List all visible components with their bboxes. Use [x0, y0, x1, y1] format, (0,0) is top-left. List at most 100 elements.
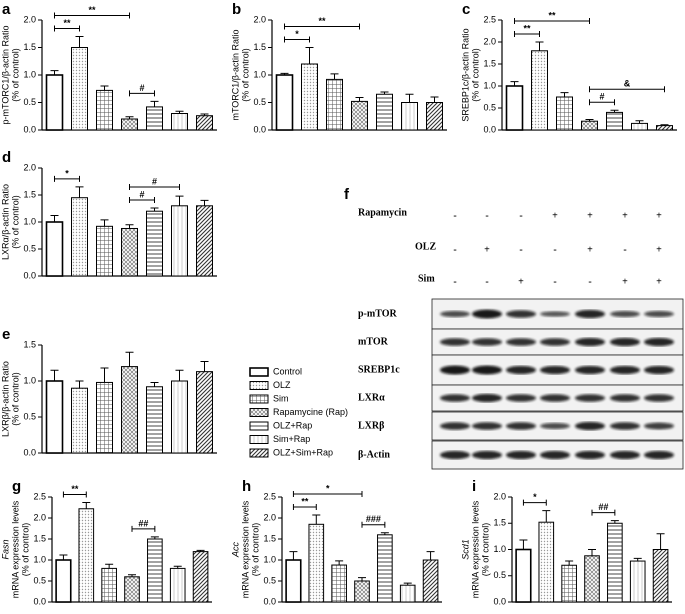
treatment-sign: +	[552, 210, 558, 221]
y-tick-label: 1.5	[23, 189, 36, 199]
bar	[71, 197, 88, 277]
significance-bracket	[54, 25, 80, 32]
bar	[308, 523, 325, 603]
blot-band	[472, 365, 502, 375]
panel-label: a	[2, 1, 11, 18]
significance-bracket	[131, 525, 156, 532]
y-tick-label: 1.5	[33, 533, 46, 543]
y-tick-label: 2.0	[253, 14, 266, 24]
bar	[96, 381, 113, 454]
significance-label: **	[88, 5, 96, 15]
bar	[629, 560, 646, 603]
y-axis-label: (% of control)	[470, 48, 480, 102]
panel-label: d	[2, 149, 11, 166]
error-bar	[50, 369, 59, 381]
panel-label: b	[232, 1, 241, 18]
error-bar	[565, 560, 574, 566]
treatment-sign: -	[453, 244, 456, 255]
significance-bracket	[591, 509, 616, 516]
bar	[301, 63, 318, 131]
y-tick-label: 0.0	[23, 447, 36, 457]
error-bar	[633, 557, 642, 562]
treatment-sign: -	[553, 276, 556, 287]
error-bar	[150, 381, 159, 387]
significance-bracket	[292, 504, 317, 511]
y-tick-label: 0.5	[263, 575, 276, 585]
bar	[121, 227, 138, 277]
error-bar	[175, 195, 184, 206]
legend-label: Sim	[273, 393, 289, 403]
significance-bracket	[129, 183, 180, 190]
error-bar	[312, 514, 321, 525]
significance-bracket	[589, 99, 615, 106]
blot-band	[540, 365, 570, 375]
error-bar	[403, 582, 412, 586]
y-tick-label: 2.0	[23, 162, 36, 172]
error-bar	[519, 539, 528, 550]
protein-label: LXRα	[358, 392, 385, 403]
bar	[351, 100, 368, 131]
significance-bracket	[284, 36, 310, 43]
bar	[538, 521, 555, 603]
significance-bracket	[54, 175, 80, 182]
y-axis-label: SREBP1c/β-actin Ratio	[460, 28, 470, 121]
panel-label: h	[242, 478, 251, 495]
y-axis-label: (% of control)	[10, 372, 20, 426]
error-bar	[289, 551, 298, 560]
y-axis-label: LXRα/β-actin Ratio	[0, 184, 10, 260]
y-axis-label: mTORC1/β-actin Ratio	[230, 29, 240, 120]
y-tick-label: 1.0	[253, 69, 266, 79]
bar	[101, 567, 117, 603]
bar	[401, 102, 418, 131]
bar	[147, 538, 163, 603]
error-bar	[330, 73, 339, 80]
y-axis-label: p-mTORC1/β-actin Ratio	[0, 25, 10, 124]
treatment-sign: +	[656, 276, 662, 287]
significance-bracket	[292, 491, 363, 498]
error-bar	[610, 109, 619, 113]
y-axis-label: LXRβ/β-actin Ratio	[0, 361, 10, 437]
y-tick-label: 0.0	[493, 596, 506, 606]
y-tick-label: 0.5	[33, 575, 46, 585]
blot-band	[540, 450, 570, 460]
bar	[326, 78, 343, 131]
error-bar	[200, 199, 209, 206]
error-bar	[535, 41, 544, 51]
bar	[606, 111, 623, 131]
error-bar	[50, 215, 59, 222]
protein-label: LXRβ	[358, 420, 384, 431]
bar	[515, 548, 532, 603]
panel-label: g	[12, 478, 21, 495]
blot-band	[472, 422, 502, 430]
blot-band	[440, 338, 470, 346]
error-bar	[610, 520, 619, 524]
treatment-sign: -	[623, 244, 626, 255]
bar	[531, 50, 548, 131]
treatment-label: Sim	[418, 273, 435, 284]
bar	[71, 387, 88, 454]
y-tick-label: 2.0	[23, 14, 36, 24]
y-axis-label: mRNA expression levels	[240, 500, 250, 598]
treatment-sign: +	[656, 244, 662, 255]
blot-band	[575, 421, 605, 431]
y-tick-label: 2.0	[493, 491, 506, 501]
treatment-sign: +	[622, 276, 628, 287]
y-tick-label: 0.0	[33, 596, 46, 606]
error-bar	[635, 120, 644, 124]
treatment-sign: -	[485, 210, 488, 221]
treatment-sign: +	[656, 210, 662, 221]
panel-label: i	[472, 478, 476, 495]
significance-label: **	[318, 16, 326, 26]
y-tick-label: 0.0	[23, 124, 36, 134]
blot-band	[506, 394, 536, 402]
error-bar	[510, 81, 519, 86]
y-tick-label: 0.0	[263, 596, 276, 606]
error-bar	[173, 565, 182, 569]
error-bar	[656, 533, 665, 550]
bar	[196, 115, 213, 131]
legend-swatch	[249, 435, 269, 444]
y-axis-label: Fasn	[0, 539, 10, 559]
error-bar	[380, 91, 389, 95]
significance-label: **	[63, 18, 71, 28]
